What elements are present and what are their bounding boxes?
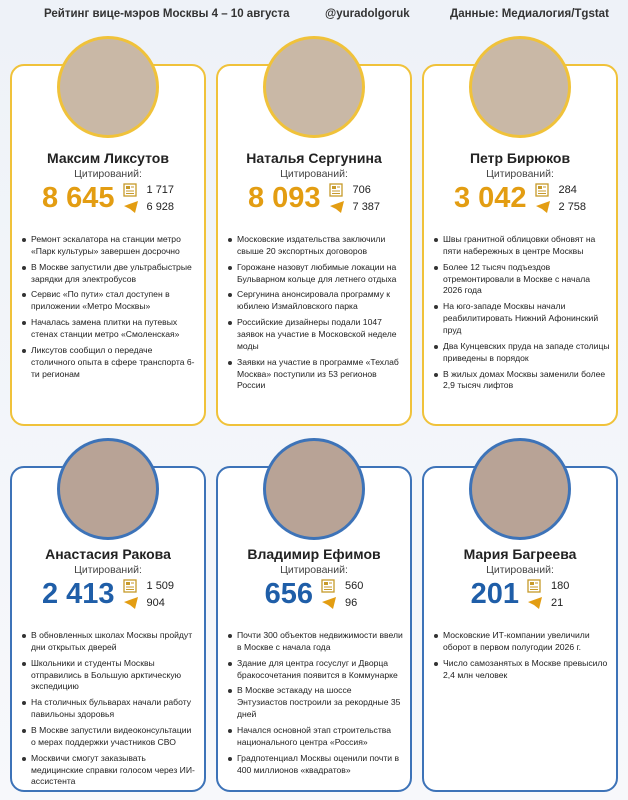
news-list: Швы гранитной облицовки обновят на пяти … (434, 234, 610, 396)
source-breakdown: 284 2 758 (534, 183, 587, 214)
telegram-count: 6 928 (146, 201, 175, 213)
media-row: 284 (534, 183, 587, 197)
news-item: Москвичи смогут заказывать медицинские с… (22, 753, 198, 789)
photo (469, 36, 571, 138)
person-name: Максим Ликсутов (47, 150, 169, 166)
total-citations: 3 042 (453, 182, 527, 214)
total-citations: 656 (264, 578, 314, 610)
media-row: 560 (321, 579, 363, 593)
news-item: Школьники и студенты Москвы отправились … (22, 658, 198, 694)
total-citations: 201 (470, 578, 520, 610)
news-item: В Москве эстакаду на шоссе Энтузиастов п… (228, 685, 404, 721)
telegram-count: 2 758 (558, 201, 587, 213)
news-list: Ремонт эскалатора на станции метро «Парк… (22, 234, 198, 384)
telegram-row: 21 (527, 596, 569, 610)
news-list: В обновленных школах Москвы пройдут дни … (22, 630, 198, 792)
news-list: Московские ИТ-компании увеличили оборот … (434, 630, 610, 685)
source-breakdown: 560 96 (321, 579, 363, 610)
news-item: В жилых домах Москвы заменили более 2,9 … (434, 369, 610, 393)
source-breakdown: 1 717 6 928 (122, 183, 175, 214)
person-name: Наталья Сергунина (246, 150, 382, 166)
news-item: Российские дизайнеры подали 1047 заявок … (228, 317, 404, 353)
source-breakdown: 706 7 387 (328, 183, 381, 214)
citations-label: Цитирований: (486, 564, 554, 576)
total-citations: 8 093 (247, 182, 321, 214)
news-item: Московские ИТ-компании увеличили оборот … (434, 630, 610, 654)
news-item: Здание для центра госуслуг и Дворца брак… (228, 658, 404, 682)
telegram-count: 21 (551, 597, 564, 609)
header-title: Рейтинг вице-мэров Москвы 4 – 10 августа (44, 8, 290, 20)
telegram-row: 96 (321, 596, 363, 610)
photo (57, 36, 159, 138)
person-card: Мария Багреева Цитирований: 201 180 21 Москов… (422, 466, 618, 792)
news-item: Более 12 тысяч подъездов отремонтировали… (434, 262, 610, 298)
source-breakdown: 1 509 904 (122, 579, 175, 610)
news-item: На юго-западе Москвы начали реабилитиров… (434, 301, 610, 337)
news-item: Начался основной этап строительства наци… (228, 725, 404, 749)
telegram-count: 96 (345, 597, 358, 609)
stats: 201 180 21 (424, 578, 616, 611)
media-count: 560 (345, 580, 364, 592)
photo (57, 438, 159, 540)
source-breakdown: 180 21 (527, 579, 569, 610)
news-item: Московские издательства заключили свыше … (228, 234, 404, 258)
news-item: На столичных бульварах начали работу пав… (22, 697, 198, 721)
citations-label: Цитирований: (280, 564, 348, 576)
news-item: В Москве запустили видеоконсультации о м… (22, 725, 198, 749)
news-list: Московские издательства заключили свыше … (228, 234, 404, 396)
news-item: Швы гранитной облицовки обновят на пяти … (434, 234, 610, 258)
telegram-row: 6 928 (123, 200, 175, 214)
media-row: 1 509 (122, 579, 175, 593)
person-name: Владимир Ефимов (247, 546, 381, 562)
person-name: Мария Багреева (463, 546, 577, 562)
news-item: Два Кунцевских пруда на западе столицы п… (434, 341, 610, 365)
media-count: 1 509 (146, 580, 175, 592)
news-item: Ликсутов сообщил о передаче столичного о… (22, 345, 198, 381)
photo (469, 438, 571, 540)
stats: 8 093 706 7 387 (218, 182, 410, 215)
citations-label: Цитирований: (486, 168, 554, 180)
citations-label: Цитирований: (74, 564, 142, 576)
telegram-count: 7 387 (352, 201, 381, 213)
news-item: Сергунина анонсировала программу к юбиле… (228, 289, 404, 313)
citations-label: Цитирований: (280, 168, 348, 180)
news-item: Горожане назовут любимые локации на Буль… (228, 262, 404, 286)
person-name: Анастасия Ракова (45, 546, 171, 562)
media-count: 1 717 (146, 184, 175, 196)
news-item: Почти 300 объектов недвижимости ввели в … (228, 630, 404, 654)
media-row: 180 (527, 579, 569, 593)
photo (263, 36, 365, 138)
telegram-count: 904 (146, 597, 165, 609)
citations-label: Цитирований: (74, 168, 142, 180)
telegram-row: 904 (123, 596, 175, 610)
total-citations: 8 645 (41, 182, 115, 214)
telegram-row: 7 387 (329, 200, 381, 214)
news-item: Началась замена плитки на путевых стенах… (22, 317, 198, 341)
telegram-row: 2 758 (535, 200, 587, 214)
total-citations: 2 413 (41, 578, 115, 610)
news-list: Почти 300 объектов недвижимости ввели в … (228, 630, 404, 780)
stats: 8 645 1 717 6 928 (12, 182, 204, 215)
news-item: Ремонт эскалатора на станции метро «Парк… (22, 234, 198, 258)
header-source: Данные: Медиалогия/Tgstat (450, 8, 609, 20)
photo (263, 438, 365, 540)
media-count: 180 (551, 580, 570, 592)
stats: 3 042 284 2 758 (424, 182, 616, 215)
news-item: Сервис «По пути» стал доступен в приложе… (22, 289, 198, 313)
stats: 2 413 1 509 904 (12, 578, 204, 611)
person-name: Петр Бирюков (469, 150, 571, 166)
news-item: Заявки на участие в программе «Техлаб Мо… (228, 357, 404, 393)
media-row: 706 (328, 183, 381, 197)
news-item: В Москве запустили две ультрабыстрые зар… (22, 262, 198, 286)
news-item: Градпотенциал Москвы оценили почти в 400… (228, 753, 404, 777)
media-count: 284 (558, 184, 577, 196)
news-item: Число самозанятых в Москве превысило 2,4… (434, 658, 610, 682)
stats: 656 560 96 (218, 578, 410, 611)
header-channel: @yuradolgoruk (325, 8, 410, 20)
news-item: В обновленных школах Москвы пройдут дни … (22, 630, 198, 654)
media-row: 1 717 (122, 183, 175, 197)
media-count: 706 (352, 184, 371, 196)
